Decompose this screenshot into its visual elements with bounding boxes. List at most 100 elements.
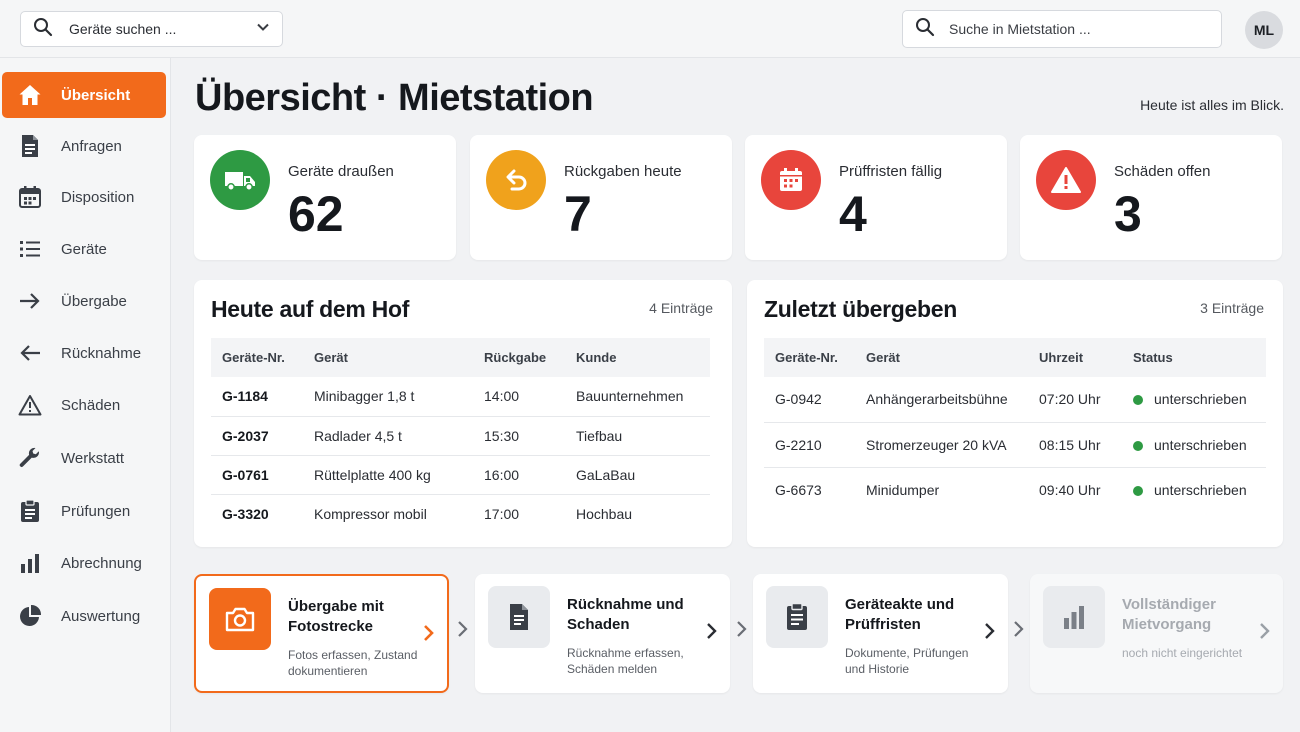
- column-header[interactable]: Geräte-Nr.: [211, 338, 303, 377]
- device-name: Stromerzeuger 20 kVA: [855, 422, 1028, 468]
- device-number: G-0761: [211, 455, 303, 495]
- device-number: G-6673: [775, 481, 822, 498]
- pie-chart-icon: [17, 603, 43, 629]
- sidebar-item-label: Auswertung: [61, 607, 141, 625]
- device-name: Minidumper: [866, 481, 940, 498]
- status-cell: unterschrieben: [1122, 422, 1266, 468]
- chevron-right-icon: [457, 620, 469, 643]
- stat-value: 7: [564, 186, 592, 242]
- device-search-dropdown[interactable]: Geräte suchen ...: [20, 11, 283, 47]
- column-header[interactable]: Gerät: [855, 338, 1028, 377]
- column-header[interactable]: Gerät: [303, 338, 473, 377]
- global-search-input[interactable]: [949, 21, 1209, 37]
- sidebar-item-auswertung[interactable]: Auswertung: [2, 593, 166, 639]
- column-header[interactable]: Uhrzeit: [1028, 338, 1122, 377]
- customer: GaLaBau: [565, 455, 710, 495]
- stat-value: 3: [1114, 186, 1142, 242]
- table-row[interactable]: G-6673 Minidumper 09:40 Uhr unterschrieb…: [764, 467, 1266, 512]
- sidebar-item-werkstatt[interactable]: Werkstatt: [2, 435, 166, 481]
- table-row[interactable]: G-3320 Kompressor mobil 17:00 Hochbau: [211, 494, 710, 533]
- workflow-title: Übergabe mit Fotostrecke: [288, 598, 384, 635]
- device-name: Minibagger 1,8 t: [303, 377, 473, 417]
- device-number: G-3320: [222, 505, 269, 522]
- stat-card-rueckgaben-heute[interactable]: Rückgaben heute 7: [470, 135, 732, 260]
- sidebar-item-schaeden[interactable]: Schäden: [2, 382, 166, 428]
- list-icon: [17, 236, 43, 262]
- sidebar-item-uebergabe[interactable]: Übergabe: [2, 278, 166, 324]
- sidebar-item-label: Anfragen: [61, 137, 122, 155]
- workflow-title: Rücknahme und Schaden: [567, 596, 684, 633]
- workflow-description: Rücknahme erfassen, Schäden melden: [567, 646, 684, 676]
- workflow-description: Dokumente, Prüfungen und Historie: [845, 646, 969, 676]
- stat-card-geraete-draussen[interactable]: Geräte draußen 62: [194, 135, 456, 260]
- device-name: Kompressor mobil: [314, 505, 427, 522]
- camera-icon: [209, 588, 271, 650]
- table-row[interactable]: G-2037 Radlader 4,5 t 15:30 Tiefbau: [211, 416, 710, 456]
- column-header[interactable]: Status: [1122, 338, 1266, 377]
- return-icon: [486, 150, 546, 210]
- search-icon: [915, 17, 935, 42]
- return-time: 14:00: [473, 377, 565, 417]
- sidebar-item-label: Geräte: [61, 240, 107, 258]
- sidebar-item-ruecknahme[interactable]: Rücknahme: [2, 330, 166, 376]
- warning-icon: [17, 392, 43, 418]
- device-name: Rüttelplatte 400 kg: [303, 455, 473, 495]
- column-header[interactable]: Geräte-Nr.: [764, 338, 855, 377]
- sidebar-item-disposition[interactable]: Disposition: [2, 174, 166, 220]
- chevron-right-icon: [706, 622, 718, 645]
- yard-table: Geräte-Nr. Gerät Rückgabe Kunde G-1184 M…: [211, 338, 710, 533]
- table-row[interactable]: G-0942 Anhängerarbeitsbühne 07:20 Uhr un…: [764, 377, 1266, 423]
- workflow-card-uebergabe-fotostrecke[interactable]: Übergabe mit Fotostrecke Fotos erfassen,…: [194, 574, 449, 693]
- sidebar-item-geraete[interactable]: Geräte: [2, 226, 166, 272]
- device-name: Anhängerarbeitsbühne: [855, 377, 1028, 423]
- stat-card-schaeden-offen[interactable]: Schäden offen 3: [1020, 135, 1282, 260]
- handover-time: 09:40 Uhr: [1039, 481, 1101, 498]
- handover-table: Geräte-Nr. Gerät Uhrzeit Status G-0942 A…: [764, 338, 1266, 512]
- workflow-card-geraeteakte-prueffristen[interactable]: Geräteakte und Prüffristen Dokumente, Pr…: [753, 574, 1008, 693]
- workflow-card-vollstaendiger-mietvorgang: Vollständiger Mietvorgang noch nicht ein…: [1030, 574, 1283, 693]
- table-row[interactable]: G-1184 Minibagger 1,8 t 14:00 Bauunterne…: [211, 377, 710, 417]
- stat-value: 4: [839, 186, 867, 242]
- sidebar-item-label: Werkstatt: [61, 449, 125, 467]
- column-header[interactable]: Kunde: [565, 338, 710, 377]
- workflow-card-ruecknahme-schaden[interactable]: Rücknahme und Schaden Rücknahme erfassen…: [475, 574, 730, 693]
- table-row[interactable]: G-2210 Stromerzeuger 20 kVA 08:15 Uhr un…: [764, 422, 1266, 468]
- calendar-icon: [17, 184, 43, 210]
- arrow-right-icon: [17, 288, 43, 314]
- chevron-right-icon: [1013, 620, 1025, 643]
- status-dot-icon: [1133, 395, 1143, 406]
- table-row[interactable]: G-0761 Rüttelplatte 400 kg 16:00 GaLaBau: [211, 455, 710, 495]
- status-text: unterschrieben: [1154, 436, 1247, 453]
- home-icon: [17, 82, 43, 108]
- chevron-right-icon: [423, 624, 435, 647]
- sidebar-item-label: Schäden: [61, 396, 121, 414]
- entry-count: 4 Einträge: [649, 300, 713, 316]
- column-header[interactable]: Rückgabe: [473, 338, 565, 377]
- workflow-title: Vollständiger Mietvorgang: [1122, 596, 1216, 633]
- stat-label: Rückgaben heute: [564, 163, 682, 180]
- bar-chart-icon: [1043, 586, 1105, 648]
- status-cell: unterschrieben: [1122, 377, 1266, 423]
- chevron-right-icon: [736, 620, 748, 643]
- chevron-right-icon: [984, 622, 996, 645]
- sidebar-item-anfragen[interactable]: Anfragen: [2, 123, 166, 169]
- workflow-description: noch nicht eingerichtet: [1122, 646, 1243, 660]
- workflow-description: Fotos erfassen, Zustand dokumentieren: [288, 648, 418, 678]
- global-search: [902, 10, 1222, 48]
- stat-label: Schäden offen: [1114, 163, 1211, 180]
- user-avatar[interactable]: ML: [1245, 11, 1283, 49]
- sidebar-item-pruefungen[interactable]: Prüfungen: [2, 488, 166, 534]
- sidebar-item-label: Übergabe: [61, 292, 127, 310]
- stat-card-prueffristen[interactable]: Prüffristen fällig 4: [745, 135, 1007, 260]
- return-time: 17:00: [484, 505, 520, 522]
- device-number: G-2210: [764, 422, 855, 468]
- sidebar-item-abrechnung[interactable]: Abrechnung: [2, 540, 166, 586]
- stat-label: Geräte draußen: [288, 163, 394, 180]
- bar-chart-icon: [17, 550, 43, 576]
- page-subtitle: Heute ist alles im Blick.: [1140, 97, 1284, 113]
- sidebar: Übersicht Anfragen Disposition Geräte Üb…: [0, 58, 171, 732]
- sidebar-item-label: Übersicht: [61, 86, 131, 104]
- sidebar-item-uebersicht[interactable]: Übersicht: [2, 72, 166, 118]
- warning-icon: [1036, 150, 1096, 210]
- page-title: Übersicht · Mietstation: [195, 77, 594, 119]
